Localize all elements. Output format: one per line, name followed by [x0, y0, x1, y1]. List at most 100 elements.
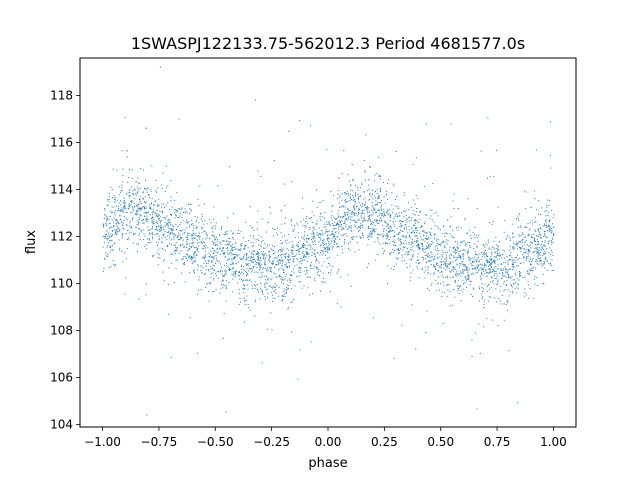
data-point — [326, 231, 328, 233]
data-point — [470, 293, 472, 295]
data-point — [307, 287, 309, 289]
data-point — [180, 208, 182, 210]
data-point — [151, 220, 153, 222]
data-point — [450, 254, 452, 256]
data-point — [243, 254, 245, 256]
data-point — [544, 240, 546, 242]
data-point — [210, 256, 212, 258]
data-point — [143, 245, 145, 247]
data-point — [275, 284, 277, 286]
data-point — [152, 211, 154, 213]
data-point — [378, 194, 380, 196]
data-point — [165, 165, 167, 167]
data-point — [546, 259, 548, 261]
data-point — [332, 195, 334, 197]
data-point — [150, 189, 152, 191]
data-point — [174, 235, 176, 237]
data-point — [196, 235, 198, 237]
data-point — [303, 239, 305, 241]
data-point — [368, 263, 370, 265]
data-point — [326, 266, 328, 268]
data-point — [495, 236, 497, 238]
data-point — [427, 246, 429, 248]
data-point — [454, 274, 456, 276]
data-point — [359, 212, 361, 214]
data-point — [130, 226, 132, 228]
data-point — [209, 238, 211, 240]
data-point — [240, 231, 242, 233]
data-point — [311, 255, 313, 257]
data-point — [409, 265, 411, 267]
data-point — [456, 264, 458, 266]
data-point — [257, 257, 259, 259]
data-point — [553, 235, 555, 237]
data-point — [354, 214, 356, 216]
data-point — [417, 268, 419, 270]
data-point — [172, 254, 174, 256]
data-point — [428, 247, 430, 249]
data-point — [320, 233, 322, 235]
data-point — [392, 248, 394, 250]
data-point — [455, 227, 457, 229]
data-point — [412, 163, 414, 165]
data-point — [550, 250, 552, 252]
data-point — [512, 279, 514, 281]
data-point — [165, 205, 167, 207]
data-point — [351, 236, 353, 238]
data-point — [119, 229, 121, 231]
data-point — [300, 247, 302, 249]
data-point — [313, 227, 315, 229]
data-point — [331, 240, 333, 242]
data-point — [193, 234, 195, 236]
data-point — [545, 236, 547, 238]
data-point — [220, 241, 222, 243]
data-point — [406, 267, 408, 269]
data-point — [368, 226, 370, 228]
data-point — [370, 232, 372, 234]
data-point — [151, 216, 153, 218]
data-point — [462, 272, 464, 274]
data-point — [403, 192, 405, 194]
data-point — [288, 256, 290, 258]
data-point — [131, 226, 133, 228]
data-point — [470, 235, 472, 237]
data-point — [490, 248, 492, 250]
data-point — [212, 264, 214, 266]
data-point — [341, 246, 343, 247]
data-point — [295, 255, 297, 257]
data-point — [537, 252, 539, 254]
data-point — [369, 219, 371, 221]
data-point — [339, 206, 341, 208]
data-point — [509, 291, 511, 293]
data-point — [404, 239, 406, 241]
data-point — [140, 215, 142, 217]
data-point — [508, 277, 510, 279]
data-point — [340, 306, 342, 308]
data-point — [465, 264, 467, 266]
data-point — [302, 251, 304, 253]
data-point — [445, 265, 447, 267]
data-point — [138, 216, 140, 218]
data-point — [129, 225, 131, 227]
data-point — [510, 259, 512, 261]
data-point — [298, 272, 300, 274]
data-point — [416, 211, 418, 213]
data-point — [250, 267, 252, 269]
data-point — [398, 232, 400, 234]
data-point — [510, 252, 512, 254]
data-point — [434, 233, 436, 235]
data-point — [410, 247, 412, 249]
data-point — [212, 257, 214, 259]
data-point — [222, 247, 224, 249]
data-point — [103, 226, 105, 228]
data-point — [414, 235, 416, 237]
data-point — [387, 234, 389, 236]
data-point — [415, 229, 417, 231]
data-point — [536, 252, 538, 254]
data-point — [446, 295, 448, 297]
data-point — [551, 269, 553, 271]
data-point — [418, 262, 420, 264]
data-point — [345, 218, 347, 220]
data-point — [456, 259, 458, 261]
data-point — [488, 288, 490, 290]
